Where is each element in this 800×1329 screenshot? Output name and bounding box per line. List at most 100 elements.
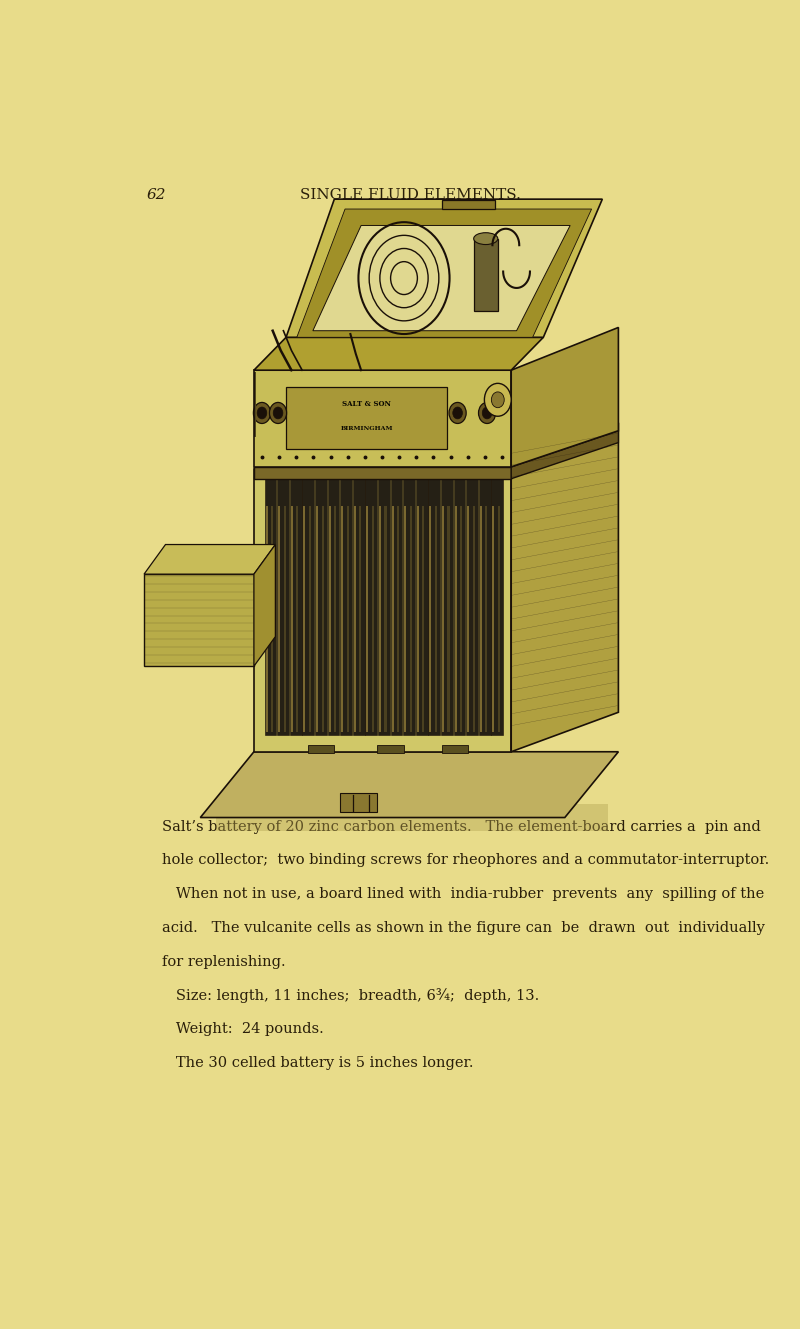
Circle shape: [274, 407, 283, 419]
Polygon shape: [144, 574, 254, 666]
Text: acid.   The vulcanite cells as shown in the figure can  be  drawn  out  individu: acid. The vulcanite cells as shown in th…: [162, 921, 765, 934]
Polygon shape: [254, 338, 543, 371]
Bar: [315, 478, 327, 735]
Circle shape: [491, 392, 504, 408]
Bar: [278, 506, 280, 732]
Bar: [447, 506, 450, 732]
Polygon shape: [254, 545, 275, 666]
Text: for replenishing.: for replenishing.: [162, 954, 286, 969]
Bar: [435, 506, 437, 732]
Ellipse shape: [474, 233, 498, 245]
Bar: [254, 466, 511, 478]
Bar: [390, 478, 402, 735]
Bar: [416, 478, 427, 735]
Bar: [265, 478, 277, 735]
Text: 62: 62: [146, 189, 166, 202]
Bar: [391, 506, 394, 732]
Bar: [359, 506, 362, 732]
Bar: [303, 506, 306, 732]
Text: SINGLE FLUID ELEMENTS.: SINGLE FLUID ELEMENTS.: [299, 189, 521, 202]
Circle shape: [485, 383, 511, 416]
Polygon shape: [511, 423, 618, 752]
Bar: [366, 506, 369, 732]
Bar: [296, 506, 298, 732]
Bar: [346, 506, 349, 732]
Bar: [441, 478, 453, 735]
Polygon shape: [254, 371, 511, 466]
Bar: [354, 506, 356, 732]
Bar: [397, 506, 399, 732]
Text: When not in use, a board lined with  india-rubber  prevents  any  spilling of th: When not in use, a board lined with indi…: [162, 886, 764, 901]
Bar: [498, 506, 500, 732]
Circle shape: [270, 403, 286, 424]
Circle shape: [257, 407, 266, 419]
Bar: [404, 506, 406, 732]
Polygon shape: [144, 545, 275, 574]
Circle shape: [453, 407, 462, 419]
Bar: [378, 478, 390, 735]
Bar: [266, 506, 268, 732]
Text: Fig. 46.: Fig. 46.: [375, 282, 445, 299]
Bar: [454, 506, 457, 732]
Bar: [417, 506, 419, 732]
Bar: [286, 387, 447, 449]
Polygon shape: [313, 226, 570, 331]
Bar: [302, 478, 314, 735]
Bar: [290, 506, 293, 732]
Bar: [353, 478, 365, 735]
Bar: [422, 506, 425, 732]
Polygon shape: [297, 209, 592, 338]
Bar: [473, 506, 474, 732]
Bar: [478, 478, 490, 735]
Bar: [460, 506, 462, 732]
Polygon shape: [200, 752, 618, 817]
Bar: [474, 239, 498, 311]
Text: Salt’s battery of 20 zinc carbon elements.   The element-board carries a  pin an: Salt’s battery of 20 zinc carbon element…: [162, 820, 761, 833]
Circle shape: [254, 403, 270, 424]
Polygon shape: [217, 804, 608, 831]
Bar: [341, 506, 343, 732]
Bar: [309, 506, 311, 732]
Bar: [492, 506, 494, 732]
Bar: [284, 506, 286, 732]
Text: BIRMINGHAM: BIRMINGHAM: [340, 425, 393, 431]
Bar: [307, 746, 334, 754]
Bar: [410, 506, 412, 732]
Circle shape: [449, 403, 466, 424]
Bar: [486, 506, 487, 732]
Circle shape: [482, 407, 492, 419]
Bar: [442, 201, 495, 209]
Bar: [442, 746, 468, 754]
Bar: [379, 506, 381, 732]
Bar: [403, 478, 415, 735]
Bar: [278, 478, 289, 735]
Text: Size: length, 11 inches;  breadth, 6¾;  depth, 13.: Size: length, 11 inches; breadth, 6¾; de…: [162, 989, 539, 1003]
Bar: [329, 506, 330, 732]
Bar: [428, 478, 440, 735]
Polygon shape: [286, 199, 602, 338]
Bar: [385, 506, 386, 732]
Bar: [480, 506, 482, 732]
Bar: [340, 478, 352, 735]
Bar: [466, 478, 478, 735]
Polygon shape: [254, 469, 511, 752]
Text: Weight:  24 pounds.: Weight: 24 pounds.: [162, 1022, 324, 1037]
Bar: [378, 746, 404, 754]
Bar: [454, 478, 466, 735]
Bar: [334, 506, 336, 732]
Bar: [430, 506, 431, 732]
Bar: [366, 478, 378, 735]
Text: The 30 celled battery is 5 inches longer.: The 30 celled battery is 5 inches longer…: [162, 1057, 474, 1070]
Polygon shape: [511, 431, 618, 478]
Bar: [340, 792, 378, 812]
Bar: [290, 478, 302, 735]
Bar: [328, 478, 339, 735]
Text: hole collector;  two binding screws for rheophores and a commutator-interruptor.: hole collector; two binding screws for r…: [162, 853, 770, 868]
Text: SALT & SON: SALT & SON: [342, 400, 391, 408]
Bar: [372, 506, 374, 732]
Bar: [491, 478, 503, 735]
Circle shape: [478, 403, 496, 424]
Bar: [271, 506, 274, 732]
Bar: [322, 506, 324, 732]
Bar: [316, 506, 318, 732]
